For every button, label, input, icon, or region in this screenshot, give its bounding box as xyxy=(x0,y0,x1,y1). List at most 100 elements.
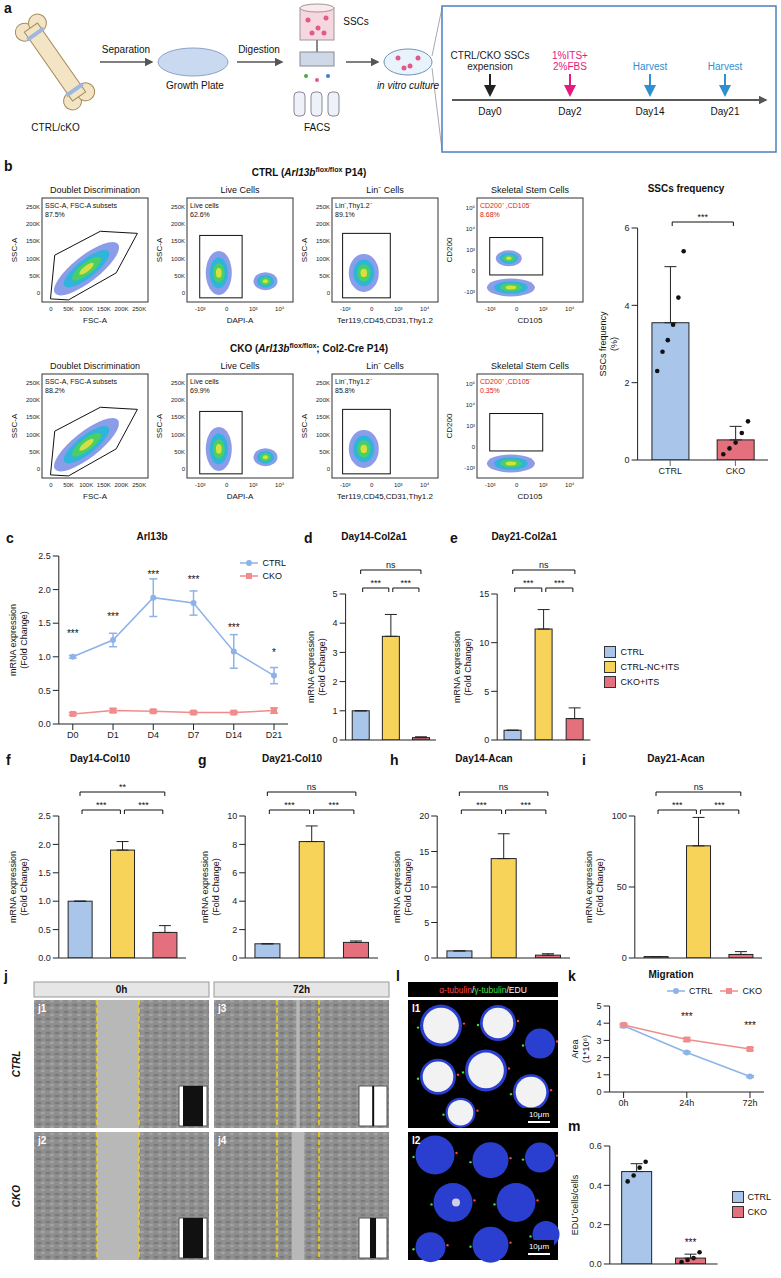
svg-text:***: *** xyxy=(67,628,79,639)
svg-text:CD200⁺ ,CD105⁻: CD200⁺ ,CD105⁻ xyxy=(480,378,532,385)
svg-text:Lin⁻ Cells: Lin⁻ Cells xyxy=(366,361,404,371)
svg-text:50K: 50K xyxy=(29,273,40,279)
svg-text:0: 0 xyxy=(597,1087,602,1097)
svg-text:3: 3 xyxy=(333,648,338,658)
svg-text:10⁴: 10⁴ xyxy=(466,226,476,232)
svg-text:-10³: -10³ xyxy=(464,465,475,471)
svg-text:D4: D4 xyxy=(148,730,160,740)
svg-text:10⁴: 10⁴ xyxy=(420,306,430,312)
svg-text:150K: 150K xyxy=(26,414,40,420)
svg-text:-10³: -10³ xyxy=(340,306,351,312)
svg-text:*: * xyxy=(272,647,276,658)
svg-text:SSC-A, FSC-A subsets: SSC-A, FSC-A subsets xyxy=(45,378,117,385)
svg-text:j4: j4 xyxy=(217,1135,227,1146)
svg-text:15: 15 xyxy=(419,847,429,857)
svg-text:250K: 250K xyxy=(132,482,146,488)
svg-text:200K: 200K xyxy=(26,221,40,227)
svg-text:5: 5 xyxy=(424,918,429,928)
svg-text:2.0: 2.0 xyxy=(38,585,51,595)
svg-text:72h: 72h xyxy=(742,1098,757,1108)
svg-text:***: *** xyxy=(520,800,531,810)
svg-text:8: 8 xyxy=(232,840,237,850)
svg-text:j1: j1 xyxy=(37,1003,47,1014)
svg-text:CD200: CD200 xyxy=(445,413,454,438)
svg-text:150K: 150K xyxy=(26,238,40,244)
svg-text:(Fold Change): (Fold Change) xyxy=(19,611,29,669)
svg-text:0: 0 xyxy=(232,953,237,963)
svg-text:10³: 10³ xyxy=(394,482,403,488)
svg-text:***: *** xyxy=(523,578,534,588)
svg-text:l2: l2 xyxy=(412,1135,421,1146)
svg-text:250K: 250K xyxy=(26,380,40,386)
svg-text:0.5: 0.5 xyxy=(38,925,51,935)
svg-text:0.4: 0.4 xyxy=(589,1181,602,1191)
svg-text:mRNA expression: mRNA expression xyxy=(392,851,402,923)
svg-text:j3: j3 xyxy=(217,1003,227,1014)
svg-text:***: *** xyxy=(681,1011,693,1022)
svg-text:10⁴: 10⁴ xyxy=(420,482,430,488)
svg-text:1: 1 xyxy=(597,1070,602,1080)
svg-text:mRNA expression: mRNA expression xyxy=(8,604,18,676)
svg-text:100K: 100K xyxy=(316,432,330,438)
svg-text:10³: 10³ xyxy=(249,306,258,312)
svg-text:1: 1 xyxy=(333,706,338,716)
svg-text:SSC-A: SSC-A xyxy=(155,413,164,438)
svg-text:0: 0 xyxy=(484,735,489,745)
svg-text:0: 0 xyxy=(515,306,519,312)
svg-text:***: *** xyxy=(698,212,709,222)
svg-text:***: *** xyxy=(147,569,159,580)
svg-text:5: 5 xyxy=(597,1001,602,1011)
svg-text:10³: 10³ xyxy=(249,482,258,488)
svg-text:150K: 150K xyxy=(171,414,185,420)
svg-text:200K: 200K xyxy=(316,221,330,227)
svg-text:Skeletal Stem Cells: Skeletal Stem Cells xyxy=(491,361,570,371)
svg-text:0.5: 0.5 xyxy=(38,686,51,696)
svg-text:50K: 50K xyxy=(63,306,74,312)
svg-text:CD200: CD200 xyxy=(445,237,454,262)
svg-text:0: 0 xyxy=(625,455,630,465)
svg-text:2: 2 xyxy=(625,378,630,388)
svg-text:2.5: 2.5 xyxy=(38,811,51,821)
svg-text:CTRL: CTRL xyxy=(11,1051,22,1078)
svg-text:250K: 250K xyxy=(316,204,330,210)
svg-text:CD200⁺ ,CD105⁻: CD200⁺ ,CD105⁻ xyxy=(480,202,532,209)
svg-text:Live Cells: Live Cells xyxy=(220,185,260,195)
svg-text:10: 10 xyxy=(479,638,489,648)
svg-text:100K: 100K xyxy=(26,256,40,262)
svg-text:5: 5 xyxy=(333,589,338,599)
svg-text:***: *** xyxy=(744,1020,756,1031)
svg-text:ns: ns xyxy=(499,782,509,792)
svg-text:CKO: CKO xyxy=(11,1185,22,1207)
svg-text:10μm: 10μm xyxy=(529,1242,550,1251)
svg-text:10⁵: 10⁵ xyxy=(466,205,476,211)
svg-text:250K: 250K xyxy=(171,380,185,386)
svg-text:0: 0 xyxy=(370,306,374,312)
svg-text:0: 0 xyxy=(182,290,186,296)
svg-text:10⁴: 10⁴ xyxy=(565,306,575,312)
svg-text:***: *** xyxy=(554,578,565,588)
svg-text:10: 10 xyxy=(227,811,237,821)
svg-text:0: 0 xyxy=(424,953,429,963)
svg-text:***: *** xyxy=(672,800,683,810)
svg-text:10⁴: 10⁴ xyxy=(275,306,285,312)
svg-text:200K: 200K xyxy=(114,482,128,488)
svg-text:***: *** xyxy=(328,800,339,810)
svg-text:6: 6 xyxy=(232,868,237,878)
svg-text:***: *** xyxy=(714,800,725,810)
svg-text:10³: 10³ xyxy=(539,306,548,312)
svg-text:***: *** xyxy=(685,1237,697,1248)
svg-text:SSC-A: SSC-A xyxy=(155,237,164,262)
svg-text:200K: 200K xyxy=(114,306,128,312)
svg-text:0.0: 0.0 xyxy=(38,719,51,729)
svg-text:250K: 250K xyxy=(316,380,330,386)
svg-text:***: *** xyxy=(401,578,412,588)
svg-text:ns: ns xyxy=(307,782,317,792)
svg-text:mRNA expression: mRNA expression xyxy=(452,631,462,703)
svg-text:85.8%: 85.8% xyxy=(335,387,355,394)
svg-text:72h: 72h xyxy=(293,984,310,995)
svg-text:***: *** xyxy=(476,800,487,810)
svg-text:200K: 200K xyxy=(316,397,330,403)
svg-text:ns: ns xyxy=(539,560,549,570)
svg-text:***: *** xyxy=(107,611,119,622)
svg-text:CTRL: CTRL xyxy=(658,466,682,476)
